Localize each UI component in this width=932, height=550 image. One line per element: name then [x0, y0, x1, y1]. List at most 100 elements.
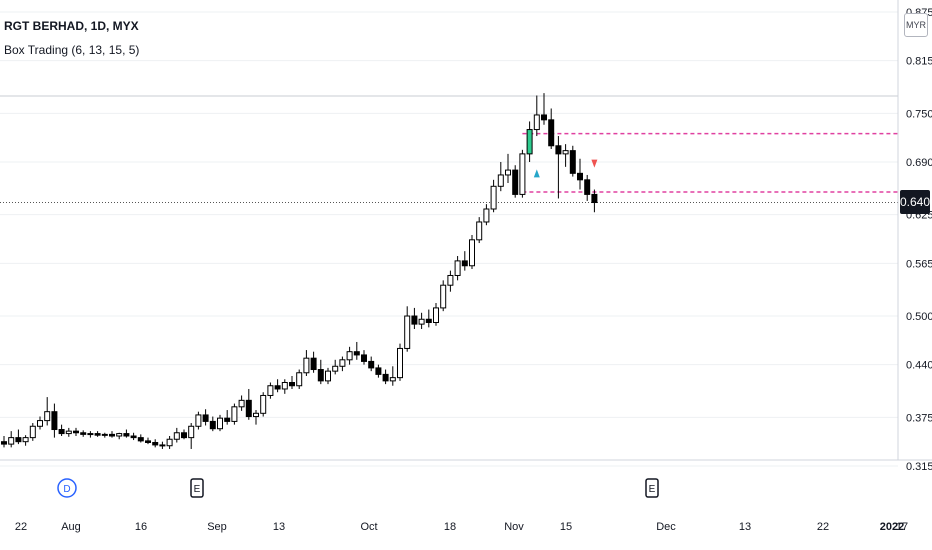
candle-body	[101, 433, 108, 436]
candle	[152, 439, 159, 448]
price-tick-label: 0.500	[906, 311, 932, 323]
candle	[217, 414, 223, 432]
candle	[1, 436, 7, 448]
candle-body	[274, 385, 281, 390]
candle	[469, 234, 475, 269]
candle	[8, 431, 15, 448]
price-tick-label: 0.315	[906, 461, 932, 473]
candle	[188, 423, 195, 449]
candle	[569, 145, 576, 177]
candle	[80, 430, 87, 437]
candle-body	[519, 153, 526, 195]
candle-body	[181, 432, 187, 439]
candle	[224, 410, 231, 425]
candle	[289, 376, 295, 389]
candle-body	[29, 425, 36, 439]
candle	[512, 165, 519, 198]
price-axis[interactable]: 0.8750.8150.7500.6900.6250.5650.5000.440…	[0, 0, 932, 473]
candle-body	[152, 441, 159, 446]
candle	[411, 307, 418, 329]
time-tick-label: 13	[739, 521, 751, 533]
candle-body	[505, 169, 511, 176]
candle	[562, 144, 569, 167]
candle	[548, 108, 555, 150]
buy-arrow	[533, 169, 540, 178]
candle	[577, 158, 583, 190]
candle-body	[389, 377, 396, 382]
candle-body	[296, 372, 303, 387]
candle	[109, 431, 115, 438]
candle	[346, 346, 353, 365]
candle-body	[44, 411, 51, 422]
candle-body	[289, 381, 295, 387]
sell-arrow	[591, 159, 598, 168]
candle-body	[339, 359, 346, 367]
candle	[389, 366, 396, 386]
candle-body	[260, 394, 267, 414]
candle-body	[541, 114, 547, 121]
candle	[51, 403, 58, 438]
candle	[145, 437, 151, 445]
candle-body	[130, 435, 137, 439]
candle-body	[209, 420, 216, 430]
signal-arrows	[533, 159, 598, 178]
candle	[533, 95, 540, 137]
dividend-marker[interactable]: D	[57, 478, 77, 498]
candle	[209, 416, 216, 432]
candle	[181, 429, 187, 440]
candle	[310, 351, 317, 373]
box-levels	[522, 132, 898, 193]
time-tick-label: 13	[273, 521, 285, 533]
earnings-marker[interactable]: E	[190, 478, 204, 498]
time-tick-label: 22	[817, 521, 829, 533]
candle-body	[317, 369, 324, 382]
candle	[37, 416, 43, 430]
candle	[173, 427, 180, 443]
candle	[591, 189, 598, 213]
candle-body	[188, 425, 195, 439]
candle-body	[238, 399, 245, 408]
candle-body	[217, 417, 223, 430]
candle-body	[224, 417, 231, 422]
candle-body	[577, 172, 583, 181]
dividend-circle	[57, 478, 77, 498]
candle	[433, 303, 439, 326]
candle-body	[375, 367, 382, 375]
candle-body	[512, 169, 519, 195]
indicator-legend[interactable]: Box Trading (6, 13, 15, 5)	[4, 43, 139, 57]
candle-body	[253, 412, 259, 418]
candle-body	[94, 433, 101, 436]
candle-body	[332, 365, 339, 372]
candle-body	[15, 437, 22, 443]
symbol-title[interactable]: RGT BERHAD, 1D, MYX	[4, 19, 139, 33]
candle-body	[116, 433, 123, 437]
time-tick-label: 17	[896, 521, 908, 533]
candle	[195, 411, 202, 430]
candle	[116, 432, 123, 440]
candle	[202, 409, 209, 426]
candle-body	[533, 114, 540, 131]
candle	[440, 280, 447, 312]
candle-body	[303, 357, 310, 374]
candle-body	[346, 351, 353, 361]
candle	[526, 121, 533, 162]
currency-badge[interactable]: MYR	[904, 13, 928, 37]
price-tick-label: 0.440	[906, 360, 932, 372]
time-tick-label: Oct	[360, 521, 377, 533]
candle	[425, 309, 432, 328]
candle	[296, 369, 303, 389]
symbol-label: RGT BERHAD, 1D, MYX	[4, 19, 139, 33]
candle	[101, 432, 108, 438]
candle	[404, 306, 411, 352]
earnings-box	[645, 478, 659, 498]
candle-body	[555, 145, 562, 155]
earnings-marker[interactable]: E	[645, 478, 659, 498]
time-tick-label: 2022	[880, 521, 904, 533]
price-tick-label: 0.690	[906, 157, 932, 169]
candle	[87, 431, 94, 438]
candle	[166, 436, 173, 449]
current-price-tag: 0.640	[900, 190, 930, 214]
